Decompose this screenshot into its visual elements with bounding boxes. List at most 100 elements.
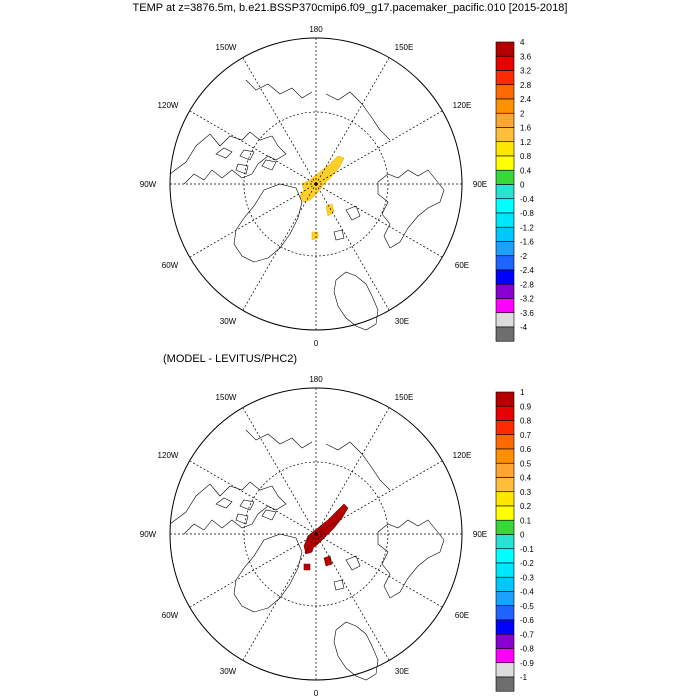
bottom-colorbar-swatch — [495, 405, 515, 421]
bottom-colorbar: 1 0.9 0.8 0.7 0.6 0.5 0.4 0.3 0.2 0.1 0 -0.1 -0.2 -0.… — [495, 388, 534, 692]
top-colorbar-label: 0 — [520, 181, 525, 190]
anomaly-ridge — [299, 155, 345, 203]
lon-label-30e: 30E — [395, 667, 409, 676]
coastline-alaska — [245, 79, 313, 99]
lon-label-120w: 120W — [158, 101, 179, 110]
top-colorbar-label: -3.2 — [520, 295, 534, 304]
bottom-colorbar-label: 1 — [520, 388, 525, 397]
meridian-150w — [242, 407, 317, 535]
bottom-colorbar-label: 0 — [520, 531, 525, 540]
longitude-labels: 180 150E 120E 90E 60E 30E 0 30W 60W 90W … — [140, 25, 487, 348]
bottom-colorbar-label: -0.8 — [520, 645, 534, 654]
top-colorbar-label: -2.4 — [520, 266, 534, 275]
panel2-title: (MODEL - LEVITUS/PHC2) — [163, 353, 298, 365]
lon-label-90w: 90W — [140, 180, 157, 189]
top-colorbar-label: -1.6 — [520, 238, 534, 247]
lon-label-0: 0 — [314, 689, 319, 698]
anomaly-spot — [323, 555, 333, 567]
bottom-colorbar-swatch — [495, 548, 515, 564]
bottom-colorbar-swatch — [495, 619, 515, 635]
bottom-colorbar-swatch — [495, 576, 515, 592]
top-colorbar-label: -0.4 — [520, 195, 534, 204]
top-colorbar-swatch — [495, 226, 515, 242]
bottom-colorbar-label: -0.2 — [520, 559, 534, 568]
graticule — [170, 388, 462, 680]
top-polar-plot: 180 150E 120E 90E 60E 30E 0 30W 60W 90W … — [140, 25, 487, 348]
meridian-30w — [242, 183, 317, 311]
coastline-north-america — [169, 481, 287, 535]
lon-label-60e: 60E — [455, 611, 469, 620]
anomaly-spot — [311, 231, 319, 241]
top-colorbar-swatch — [495, 127, 515, 143]
map-boundary — [169, 387, 463, 681]
top-colorbar-swatch — [495, 70, 515, 86]
map-boundary — [169, 37, 463, 331]
meridian-30e — [315, 533, 390, 661]
lon-label-60w: 60W — [162, 611, 179, 620]
bottom-colorbar-swatch — [495, 591, 515, 607]
top-colorbar-label: 2 — [520, 109, 525, 118]
coastline-north-america — [169, 131, 287, 185]
top-colorbar-label: -0.8 — [520, 209, 534, 218]
bottom-colorbar-swatch — [495, 633, 515, 649]
figure-title: TEMP at z=3876.5m, b.e21.BSSP370cmip6.f0… — [132, 2, 568, 14]
top-colorbar-label: 2.8 — [520, 81, 532, 90]
coastline-chukotka — [325, 91, 391, 141]
meridian-150w — [242, 57, 317, 185]
bottom-colorbar-swatch — [495, 462, 515, 478]
bottom-colorbar-swatch — [495, 420, 515, 436]
top-colorbar-swatch — [495, 155, 515, 171]
top-colorbar-label: 1.2 — [520, 138, 532, 147]
top-colorbar-swatch — [495, 312, 515, 328]
bottom-colorbar-swatch — [495, 477, 515, 493]
lon-label-30w: 30W — [220, 317, 237, 326]
bottom-colorbar-label: -0.3 — [520, 573, 534, 582]
top-colorbar-label: -2.8 — [520, 280, 534, 289]
bottom-colorbar-label: 0.1 — [520, 516, 532, 525]
temperature-anomaly-region — [299, 155, 345, 241]
top-colorbar-label: 2.4 — [520, 95, 532, 104]
bottom-colorbar-swatch — [495, 562, 515, 578]
lon-label-90w: 90W — [140, 530, 157, 539]
lon-label-90e: 90E — [473, 180, 487, 189]
lon-label-90e: 90E — [473, 530, 487, 539]
top-colorbar-swatch — [495, 241, 515, 257]
top-colorbar-swatch — [495, 198, 515, 214]
lon-label-60e: 60E — [455, 261, 469, 270]
bottom-polar-plot: 180 150E 120E 90E 60E 30E 0 30W 60W 90W … — [140, 375, 487, 698]
bottom-colorbar-label: -1 — [520, 673, 528, 682]
bottom-colorbar-label: 0.2 — [520, 502, 532, 511]
meridian-60w — [189, 533, 317, 608]
coastline-greenland — [233, 183, 303, 263]
meridian-30e — [315, 183, 390, 311]
bottom-colorbar-label: -0.5 — [520, 602, 534, 611]
bottom-colorbar-label: 0.5 — [520, 459, 532, 468]
meridian-60e — [315, 183, 443, 258]
bottom-colorbar-label: 0.7 — [520, 431, 532, 440]
meridian-150e — [315, 57, 390, 185]
bottom-colorbar-swatch — [495, 505, 515, 521]
bottom-colorbar-label: 0.9 — [520, 402, 532, 411]
top-colorbar-swatch — [495, 269, 515, 285]
top-colorbar-swatch — [495, 255, 515, 271]
lon-label-180: 180 — [309, 25, 323, 34]
bottom-colorbar-swatch — [495, 676, 515, 692]
coastline-siberia — [377, 519, 445, 599]
bottom-colorbar-label: -0.9 — [520, 659, 534, 668]
lon-label-180: 180 — [309, 375, 323, 384]
top-colorbar-swatch — [495, 212, 515, 228]
meridian-60e — [315, 533, 443, 608]
coastline-chukotka — [325, 441, 391, 491]
top-colorbar-swatch — [495, 84, 515, 100]
lon-label-150e: 150E — [395, 393, 414, 402]
top-colorbar-swatch — [495, 298, 515, 314]
coastline-scandinavia — [333, 271, 379, 331]
anomaly-spot — [303, 563, 311, 571]
top-colorbar-label: 3.6 — [520, 52, 532, 61]
meridian-120e — [315, 110, 443, 185]
bottom-colorbar-swatch — [495, 434, 515, 450]
coastline-siberia — [377, 169, 445, 249]
top-colorbar-swatch — [495, 141, 515, 157]
top-colorbar-swatch — [495, 55, 515, 71]
coastline-greenland — [233, 533, 303, 613]
